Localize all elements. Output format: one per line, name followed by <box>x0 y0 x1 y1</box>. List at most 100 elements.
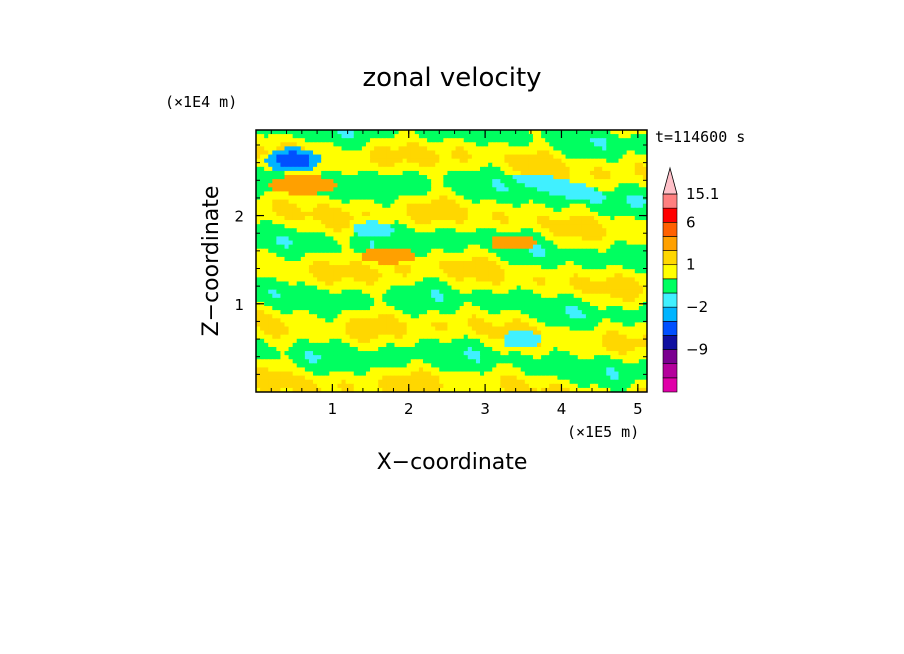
heatmap-cell <box>329 297 334 303</box>
heatmap-cell <box>304 273 310 278</box>
heatmap-cell <box>272 330 277 336</box>
heatmap-cell <box>386 142 391 147</box>
heatmap-cell <box>496 314 501 319</box>
heatmap-cell <box>545 187 550 192</box>
heatmap-cell <box>284 236 290 242</box>
heatmap-cell <box>488 244 493 250</box>
heatmap-cell <box>317 322 322 328</box>
heatmap-cell <box>565 322 571 328</box>
heatmap-cell <box>353 338 359 344</box>
heatmap-cell <box>361 170 367 176</box>
heatmap-cell <box>317 211 322 217</box>
heatmap-cell <box>256 277 261 283</box>
heatmap-cell <box>581 289 587 295</box>
heatmap-cell <box>634 334 640 340</box>
heatmap-cell <box>528 134 534 139</box>
heatmap-cell <box>634 195 640 201</box>
heatmap-cell <box>512 289 518 295</box>
heatmap-cell <box>492 297 497 303</box>
heatmap-cell <box>598 256 603 262</box>
heatmap-cell <box>516 138 522 143</box>
heatmap-cell <box>443 179 449 184</box>
heatmap-cell <box>361 220 367 225</box>
heatmap-cell <box>630 215 636 221</box>
heatmap-cell <box>394 289 400 295</box>
heatmap-cell <box>439 301 444 307</box>
heatmap-cell <box>610 211 616 217</box>
heatmap-cell <box>520 293 526 299</box>
heatmap-cell <box>284 142 290 147</box>
heatmap-cell <box>357 195 363 201</box>
heatmap-cell <box>569 236 575 242</box>
heatmap-cell <box>402 146 408 152</box>
heatmap-cell <box>418 170 424 176</box>
heatmap-cell <box>345 318 351 323</box>
heatmap-cell <box>500 310 506 315</box>
heatmap-cell <box>492 244 497 250</box>
heatmap-cell <box>333 338 339 344</box>
heatmap-cell <box>361 236 367 242</box>
heatmap-cell <box>594 326 599 332</box>
heatmap-cell <box>512 310 518 315</box>
heatmap-cell <box>598 273 603 278</box>
heatmap-cell <box>398 232 404 238</box>
heatmap-cell <box>365 301 371 307</box>
heatmap-cell <box>410 179 416 184</box>
heatmap-cell <box>374 240 379 246</box>
heatmap-cell <box>455 330 461 336</box>
heatmap-cell <box>447 154 453 160</box>
heatmap-cell <box>260 306 265 311</box>
heatmap-cell <box>581 281 587 287</box>
heatmap-cell <box>512 297 518 303</box>
heatmap-cell <box>439 318 444 323</box>
heatmap-cell <box>406 199 412 205</box>
heatmap-cell <box>545 146 550 152</box>
heatmap-cell <box>313 158 318 164</box>
heatmap-cell <box>520 154 526 160</box>
heatmap-cell <box>549 203 554 209</box>
heatmap-cell <box>365 146 371 152</box>
heatmap-cell <box>308 130 314 135</box>
heatmap-cell <box>321 199 326 205</box>
heatmap-cell <box>549 170 554 176</box>
heatmap-cell <box>610 166 616 172</box>
heatmap-cell <box>537 273 542 278</box>
heatmap-cell <box>516 179 522 184</box>
heatmap-cell <box>317 232 322 238</box>
heatmap-cell <box>349 261 355 266</box>
heatmap-cell <box>484 252 489 258</box>
heatmap-cell <box>296 326 302 332</box>
heatmap-cell <box>300 318 306 323</box>
heatmap-cell <box>418 248 424 254</box>
heatmap-cell <box>414 175 420 180</box>
heatmap-cell <box>443 244 449 250</box>
heatmap-cell <box>598 150 603 156</box>
heatmap-cell <box>276 306 282 311</box>
heatmap-cell <box>614 318 620 323</box>
heatmap-cell <box>374 142 379 147</box>
heatmap-cell <box>569 318 575 323</box>
heatmap-cell <box>292 187 298 192</box>
heatmap-cell <box>610 338 616 344</box>
heatmap-cell <box>398 301 404 307</box>
heatmap-cell <box>427 232 432 238</box>
heatmap-cell <box>528 293 534 299</box>
heatmap-cell <box>361 199 367 205</box>
heatmap-cell <box>642 166 647 172</box>
heatmap-cell <box>549 318 554 323</box>
heatmap-cell <box>333 187 339 192</box>
heatmap-cell <box>386 215 391 221</box>
heatmap-cell <box>414 150 420 156</box>
heatmap-cell <box>634 228 640 233</box>
heatmap-cell <box>268 215 273 221</box>
heatmap-cell <box>390 215 396 221</box>
heatmap-cell <box>455 265 461 270</box>
heatmap-cell <box>565 146 571 152</box>
heatmap-cell <box>585 310 591 315</box>
heatmap-cell <box>606 293 611 299</box>
heatmap-cell <box>512 232 518 238</box>
heatmap-cell <box>418 162 424 168</box>
heatmap-cell <box>598 146 603 152</box>
heatmap-cell <box>598 293 603 299</box>
heatmap-cell <box>602 191 607 197</box>
